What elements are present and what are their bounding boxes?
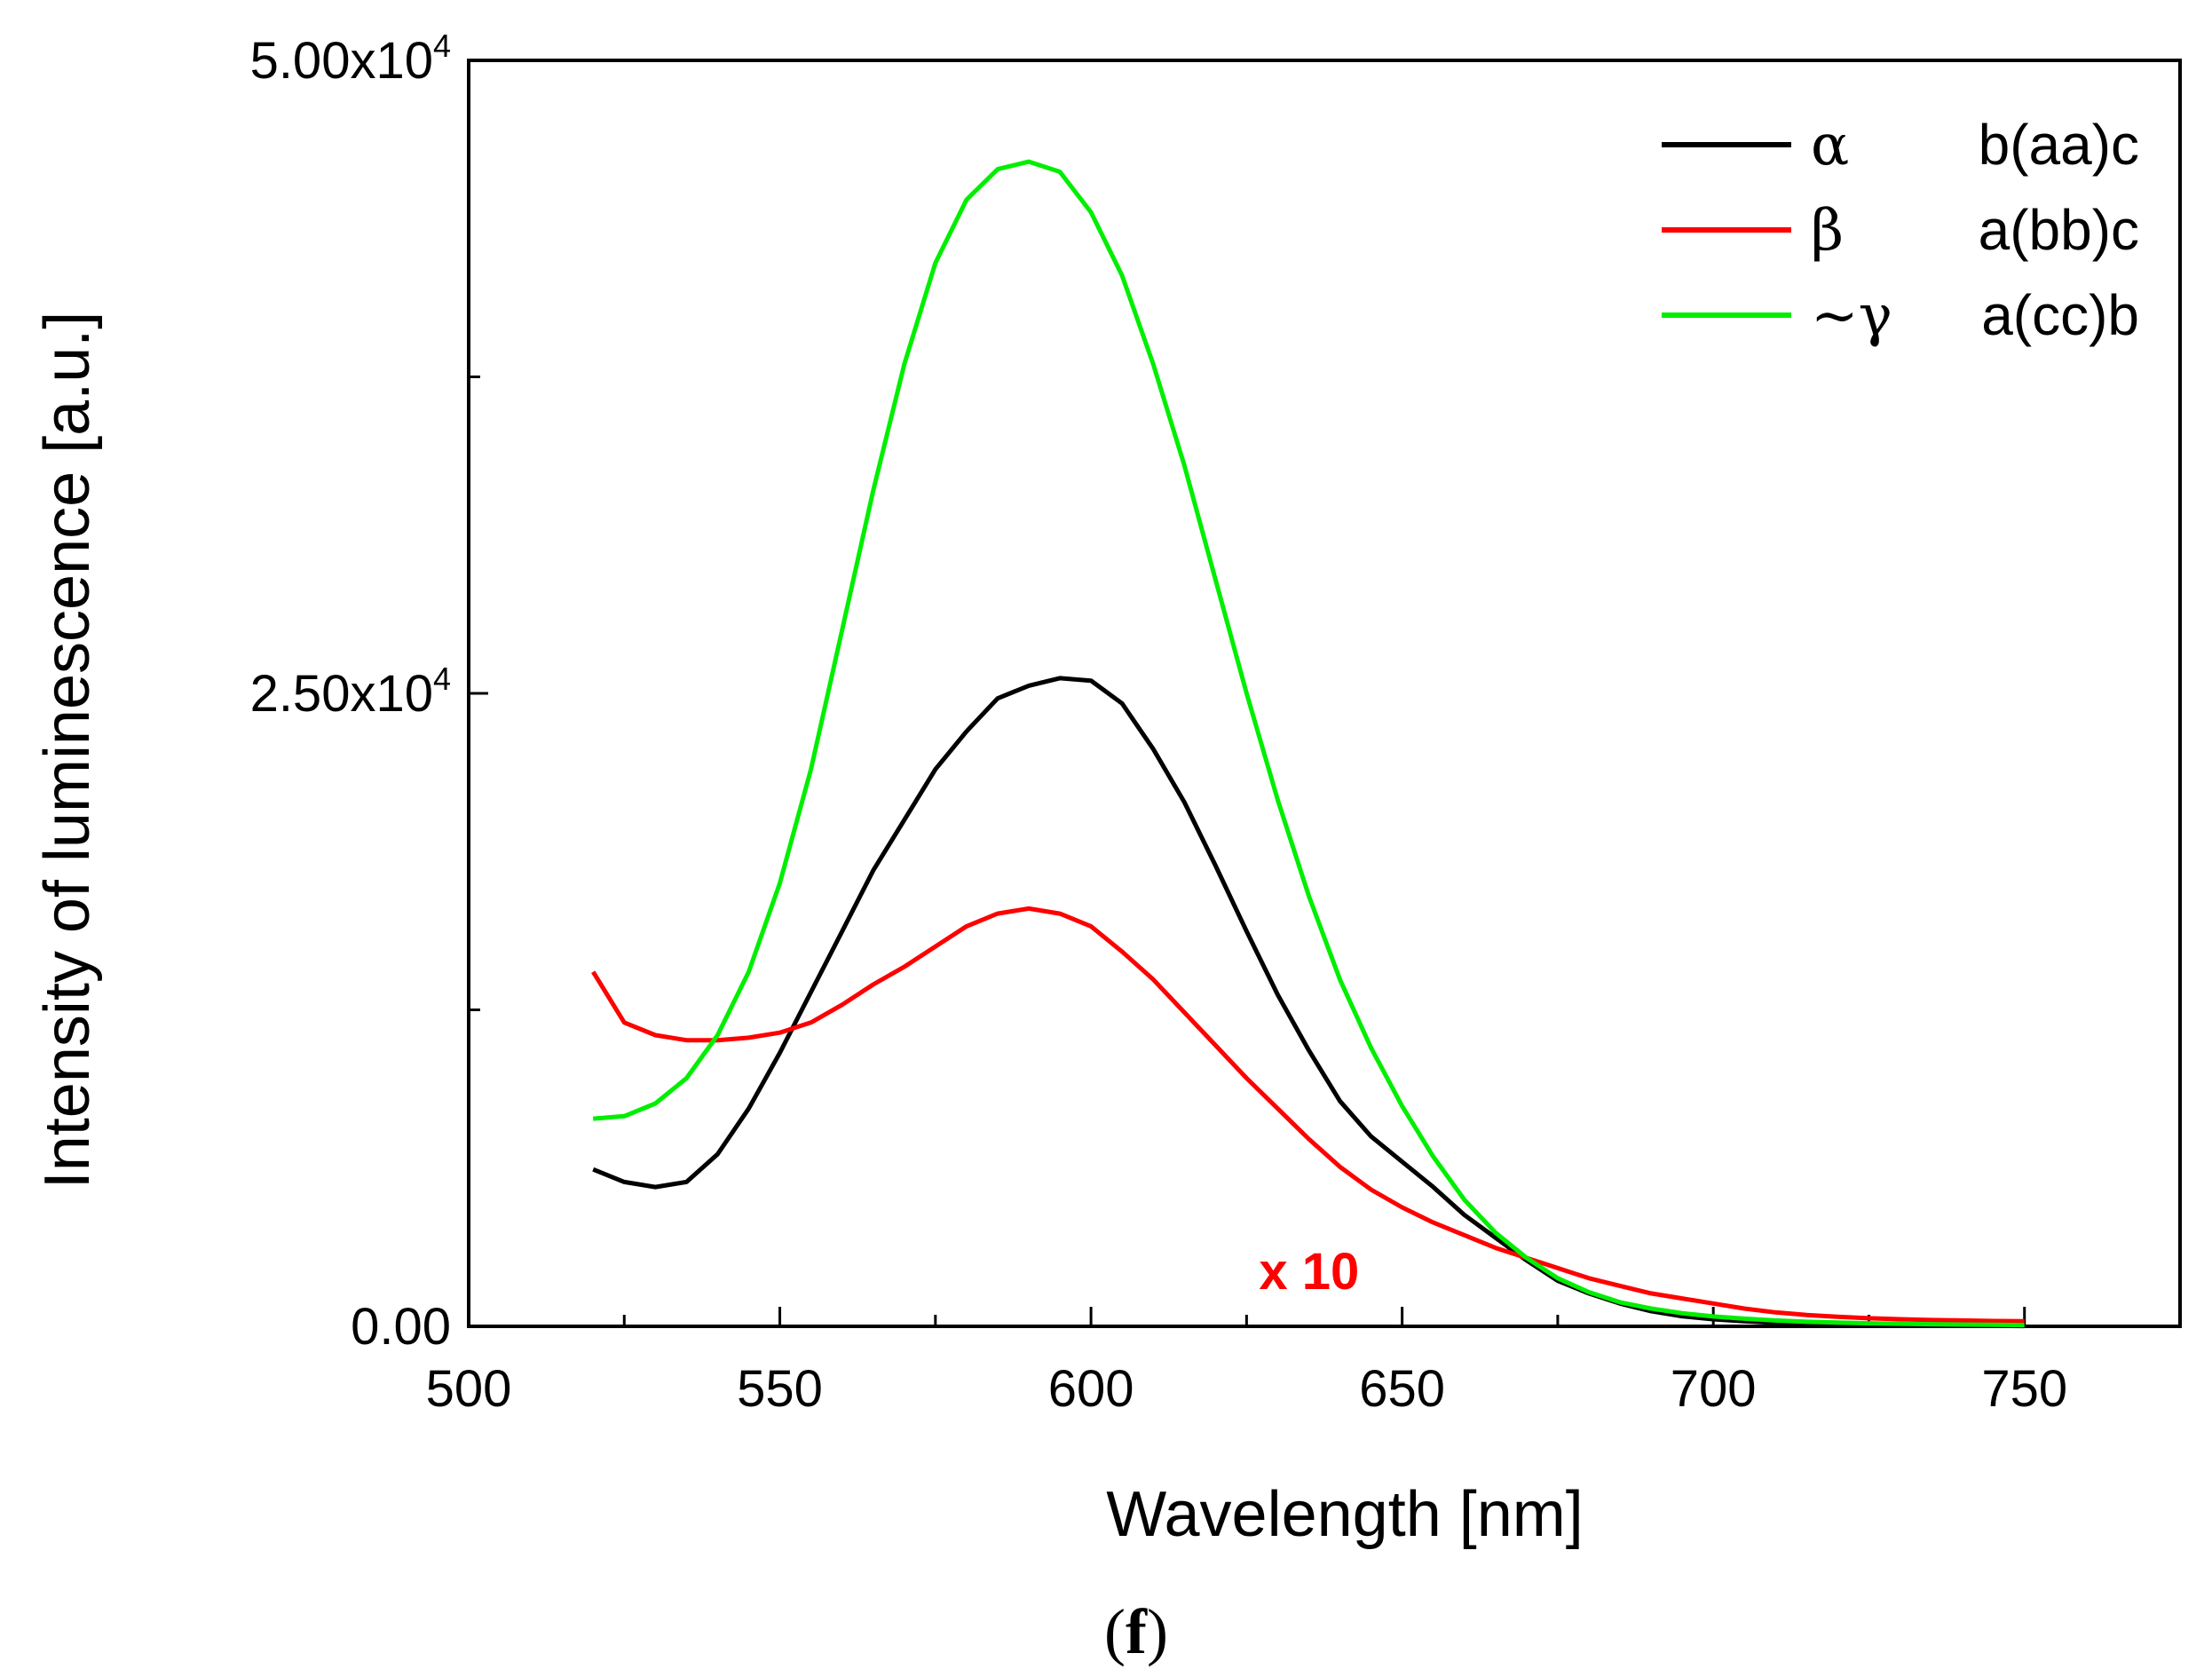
legend-label: b(aa)c <box>1979 113 2139 177</box>
caption-open-paren: ( <box>1104 1596 1126 1667</box>
series-line-2 <box>591 906 2025 1324</box>
x-tick-label: 700 <box>1671 1360 1757 1418</box>
series-line-3 <box>593 159 2025 1328</box>
caption-close-paren: ) <box>1147 1596 1168 1667</box>
legend-symbol: ~γ <box>1811 283 1892 349</box>
legend-label: a(bb)c <box>1979 198 2139 262</box>
y-tick-label: 2.50x104 <box>250 661 451 723</box>
caption-letter: f <box>1126 1596 1148 1667</box>
y-axis-title: Intensity of luminescence [a.u.] <box>32 312 103 1190</box>
legend-label: a(cc)b <box>1981 283 2139 347</box>
axis-ticks <box>467 59 2182 1328</box>
plot-frame <box>467 59 2182 1328</box>
series-layer <box>591 159 2025 1329</box>
scale-annotation: x 10 <box>1259 1243 1359 1301</box>
x-tick-label: 750 <box>1981 1360 2067 1418</box>
y-tick-label: 0.00 <box>351 1298 451 1356</box>
tick-labels: 500 550 600 650 700 750 0.00 2.50x104 5.00x104 <box>250 28 2068 1418</box>
x-tick-label: 500 <box>426 1360 512 1418</box>
x-tick-label: 600 <box>1048 1360 1134 1418</box>
legend-symbol: β <box>1811 198 1844 264</box>
legend: α b(aa)c β a(bb)c ~γ a(cc)b <box>1662 113 2139 349</box>
x-axis-title: Wavelength [nm] <box>1106 1479 1584 1550</box>
legend-symbol: α <box>1811 113 1849 178</box>
y-tick-label: 5.00x104 <box>250 28 451 90</box>
x-tick-label: 650 <box>1359 1360 1445 1418</box>
figure-caption: (f) <box>1104 1596 1168 1667</box>
x-tick-label: 550 <box>737 1360 823 1418</box>
